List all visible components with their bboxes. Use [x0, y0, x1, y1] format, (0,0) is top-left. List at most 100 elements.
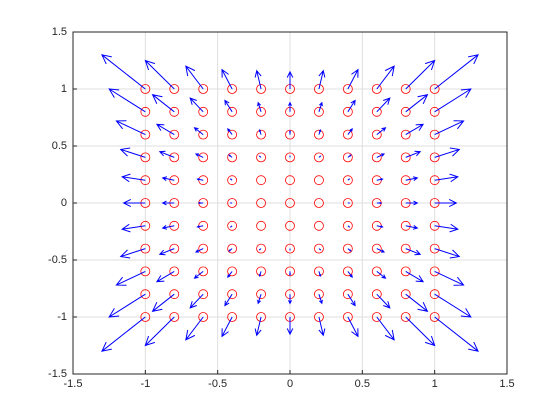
- point: [169, 175, 180, 186]
- arrow: [115, 270, 146, 286]
- arrow: [405, 59, 436, 90]
- arrow: [158, 248, 175, 256]
- arrow: [434, 88, 472, 113]
- point: [227, 289, 238, 300]
- point: [227, 243, 238, 254]
- arrow: [119, 248, 146, 259]
- point: [342, 175, 353, 186]
- arrow: [376, 316, 395, 341]
- point: [140, 106, 151, 117]
- point: [285, 198, 295, 208]
- arrow: [193, 271, 204, 279]
- point: [198, 84, 209, 94]
- arrow: [318, 128, 322, 135]
- x-tick-label: -1: [140, 378, 150, 390]
- arrow: [221, 68, 233, 90]
- arrow: [221, 316, 233, 338]
- point: [314, 243, 324, 254]
- arrow: [347, 225, 351, 228]
- arrow: [405, 225, 419, 230]
- point: [314, 106, 324, 117]
- point: [342, 129, 353, 140]
- point: [140, 175, 151, 186]
- point: [371, 312, 382, 322]
- point: [140, 84, 151, 94]
- point: [314, 152, 324, 163]
- arrow: [288, 130, 292, 135]
- arrow: [376, 248, 386, 253]
- point: [198, 289, 209, 300]
- y-tick-label: 0: [61, 197, 67, 209]
- arrow: [108, 88, 146, 113]
- arrow: [224, 99, 233, 113]
- point: [169, 106, 180, 117]
- y-tick-label: -1.5: [48, 368, 67, 380]
- axes-box: [72, 31, 508, 375]
- arrow: [194, 248, 204, 253]
- point: [342, 312, 353, 322]
- arrow: [434, 248, 461, 259]
- point: [371, 84, 382, 94]
- arrow: [376, 65, 395, 90]
- point: [227, 84, 238, 94]
- arrow: [318, 155, 322, 158]
- point: [256, 312, 266, 322]
- point: [342, 266, 353, 277]
- point: [198, 106, 209, 117]
- y-tick-label: -1: [57, 311, 67, 323]
- point: [198, 152, 209, 163]
- point: [198, 243, 209, 254]
- point: [169, 84, 180, 94]
- point: [342, 84, 353, 94]
- point: [429, 84, 440, 94]
- x-tick-label: 1.5: [499, 378, 514, 390]
- arrow: [405, 248, 422, 256]
- arrow: [434, 198, 458, 208]
- point: [227, 312, 238, 322]
- arrow: [347, 271, 353, 278]
- point: [429, 289, 440, 300]
- point: [371, 152, 382, 163]
- arrow: [185, 65, 204, 90]
- point: [342, 198, 353, 208]
- arrow: [155, 270, 175, 283]
- arrow: [434, 270, 465, 286]
- arrow: [185, 316, 204, 341]
- x-tick-label: -0.5: [208, 378, 227, 390]
- arrow: [434, 293, 472, 318]
- arrow: [347, 316, 359, 338]
- y-tick-label: 1: [61, 83, 67, 95]
- point: [400, 175, 411, 186]
- point: [314, 220, 324, 231]
- point: [342, 289, 353, 300]
- point: [256, 129, 266, 140]
- point: [400, 243, 411, 254]
- point: [371, 266, 382, 277]
- arrow: [376, 153, 386, 158]
- arrow: [405, 176, 419, 181]
- point: [169, 129, 180, 140]
- arrow: [227, 271, 233, 278]
- arrow: [229, 225, 233, 228]
- arrow: [161, 225, 175, 230]
- point: [140, 243, 151, 254]
- point: [314, 266, 324, 277]
- arrow: [405, 270, 425, 283]
- point: [314, 198, 324, 208]
- arrow: [347, 68, 359, 90]
- point: [256, 198, 266, 208]
- point: [314, 175, 324, 186]
- arrow: [376, 127, 387, 135]
- point: [169, 243, 180, 254]
- arrow: [254, 316, 262, 337]
- x-tick-label: 0: [287, 378, 293, 390]
- point: [429, 152, 440, 163]
- point: [400, 129, 411, 140]
- arrow: [161, 176, 175, 181]
- arrow: [318, 316, 326, 337]
- point: [429, 243, 440, 254]
- point: [227, 266, 238, 277]
- arrow: [318, 101, 323, 112]
- arrow: [224, 293, 233, 307]
